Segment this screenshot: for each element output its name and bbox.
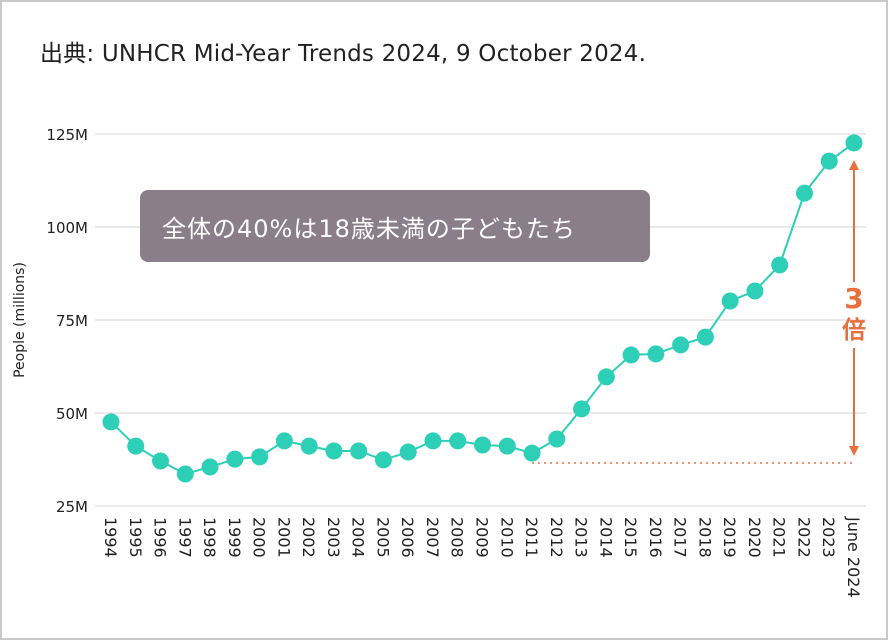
data-point — [350, 442, 368, 460]
x-tick-label: 2013 — [572, 517, 591, 558]
data-point — [597, 368, 615, 386]
x-tick-label: 2007 — [423, 517, 442, 558]
data-point — [845, 134, 863, 152]
x-tick-label: 2010 — [497, 517, 516, 558]
data-point — [300, 437, 318, 455]
data-point — [251, 448, 269, 466]
x-tick-label: 2009 — [473, 517, 492, 558]
data-point — [647, 345, 665, 363]
annotation-number: 3 — [844, 282, 863, 315]
data-point — [771, 256, 789, 274]
x-tick-label: 2012 — [547, 517, 566, 558]
x-tick-label: 2006 — [398, 517, 417, 558]
y-tick-label: 50M — [56, 405, 88, 423]
x-tick-label: June 2024 — [844, 516, 863, 598]
x-tick-label: 2017 — [671, 517, 690, 558]
data-point — [424, 432, 442, 450]
x-tick-label: 2020 — [745, 517, 764, 558]
data-point — [820, 152, 838, 170]
y-tick-label: 75M — [56, 312, 88, 330]
data-point — [746, 282, 764, 300]
x-tick-label: 2000 — [250, 517, 269, 558]
y-tick-label: 100M — [46, 219, 88, 237]
data-point — [127, 437, 145, 455]
data-point — [102, 413, 120, 431]
x-tick-label: 2003 — [324, 517, 343, 558]
y-tick-label: 125M — [46, 126, 88, 144]
annotation-unit: 倍 — [842, 316, 866, 344]
x-tick-label: 2014 — [596, 517, 615, 558]
x-tick-label: 1995 — [126, 517, 145, 558]
x-tick-label: 2002 — [299, 517, 318, 558]
data-point — [721, 292, 739, 310]
arrow-head-up — [849, 160, 859, 170]
x-tick-label: 2001 — [274, 517, 293, 558]
data-point — [325, 442, 343, 460]
data-point — [226, 450, 244, 468]
source-caption: 出典: UNHCR Mid-Year Trends 2024, 9 Octobe… — [40, 41, 647, 67]
y-axis-title: People (millions) — [12, 262, 28, 378]
data-point — [201, 458, 219, 476]
x-tick-label: 2019 — [720, 517, 739, 558]
x-tick-label: 1996 — [151, 517, 170, 558]
data-point — [449, 432, 467, 450]
data-point — [152, 452, 170, 470]
data-point — [573, 400, 591, 418]
data-point — [672, 336, 690, 354]
data-point — [399, 443, 417, 461]
callout-text: 全体の40%は18歳未満の子どもたち — [162, 214, 576, 243]
x-tick-label: 2011 — [522, 517, 541, 558]
x-tick-label: 1999 — [225, 517, 244, 558]
x-tick-label: 2005 — [373, 517, 392, 558]
data-point — [696, 328, 714, 346]
data-point — [498, 437, 516, 455]
arrow-head-down — [849, 446, 859, 456]
x-tick-label: 2018 — [695, 517, 714, 558]
data-point — [176, 465, 194, 483]
x-tick-label: 1997 — [175, 517, 194, 558]
callout-box: 全体の40%は18歳未満の子どもたち — [140, 190, 650, 262]
data-point — [622, 346, 640, 364]
data-point — [548, 430, 566, 448]
data-point — [795, 184, 813, 202]
y-tick-label: 25M — [56, 498, 88, 516]
x-tick-label: 2016 — [646, 517, 665, 558]
x-tick-label: 2015 — [621, 517, 640, 558]
x-tick-label: 2008 — [448, 517, 467, 558]
data-point — [523, 444, 541, 462]
x-tick-label: 2022 — [794, 517, 813, 558]
x-tick-label: 2023 — [819, 517, 838, 558]
data-point — [275, 432, 293, 450]
data-point — [474, 436, 491, 454]
x-tick-label: 2021 — [770, 517, 789, 558]
x-tick-label: 1998 — [200, 517, 219, 558]
data-point — [374, 451, 392, 469]
x-tick-label: 1994 — [101, 517, 120, 558]
x-tick-label: 2004 — [349, 517, 368, 558]
